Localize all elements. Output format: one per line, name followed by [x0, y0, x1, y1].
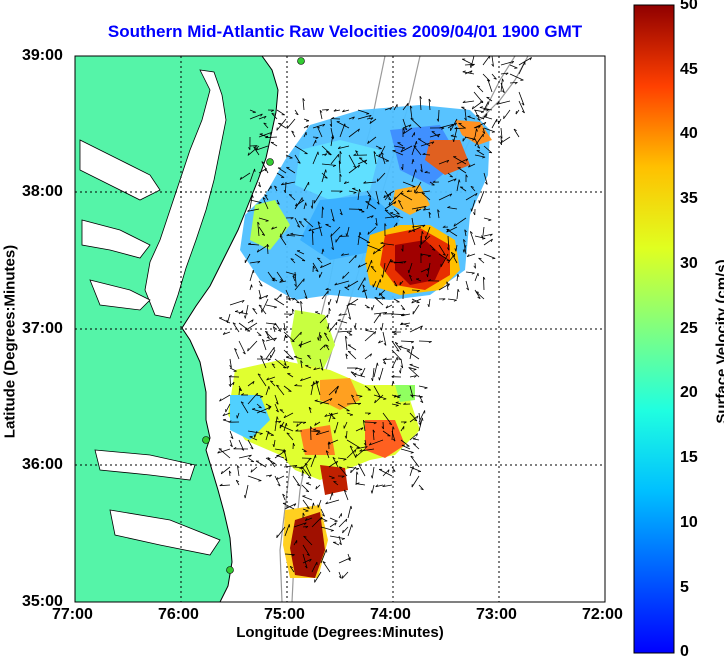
- x-axis-label: Longitude (Degrees:Minutes): [190, 624, 490, 641]
- cb-tick-5: 5: [680, 579, 689, 597]
- cb-tick-40: 40: [680, 125, 698, 143]
- y-axis-label: Latitude (Degrees:Minutes): [2, 212, 19, 472]
- x-tick-77: 77:00: [52, 606, 93, 624]
- y-tick-38: 38:00: [22, 183, 63, 201]
- cb-tick-30: 30: [680, 255, 698, 273]
- x-tick-76: 76:00: [158, 606, 199, 624]
- y-tick-39: 39:00: [22, 47, 63, 65]
- x-tick-73: 73:00: [476, 606, 517, 624]
- velocity-field: [228, 105, 492, 578]
- y-tick-37: 37:00: [22, 320, 63, 338]
- y-tick-36: 36:00: [22, 456, 63, 474]
- cb-tick-10: 10: [680, 514, 698, 532]
- cb-tick-25: 25: [680, 320, 698, 338]
- colorbar-label: Surface Velocity (cm/s): [714, 202, 724, 482]
- cb-tick-15: 15: [680, 449, 698, 467]
- cb-tick-20: 20: [680, 384, 698, 402]
- x-tick-74: 74:00: [370, 606, 411, 624]
- cb-tick-35: 35: [680, 190, 698, 208]
- cb-tick-45: 45: [680, 61, 698, 79]
- x-tick-75: 75:00: [264, 606, 305, 624]
- cb-tick-50: 50: [680, 0, 698, 14]
- x-tick-72: 72:00: [582, 606, 623, 624]
- colorbar: [634, 5, 674, 653]
- cb-tick-0: 0: [680, 643, 689, 661]
